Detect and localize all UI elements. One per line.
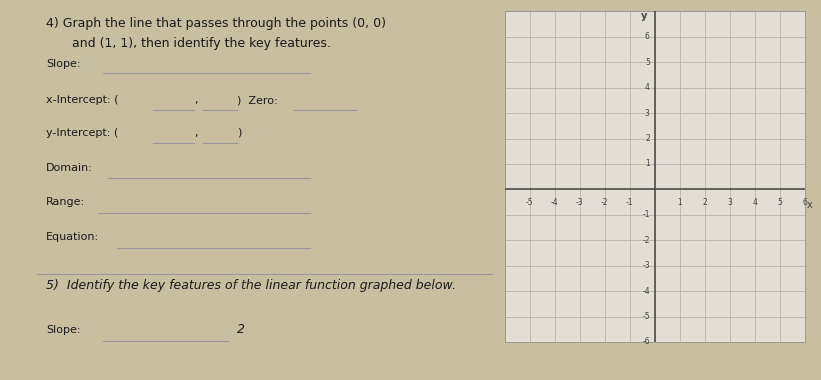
Text: -1: -1 [642, 211, 649, 219]
Text: Range:: Range: [46, 197, 85, 207]
Text: 1: 1 [677, 198, 682, 207]
Text: 3: 3 [727, 198, 732, 207]
Text: -3: -3 [576, 198, 584, 207]
Text: 6: 6 [802, 198, 807, 207]
Text: -4: -4 [551, 198, 558, 207]
Text: -5: -5 [526, 198, 534, 207]
Text: -5: -5 [642, 312, 649, 321]
Text: -2: -2 [601, 198, 608, 207]
Text: -4: -4 [642, 287, 649, 296]
Text: )  Zero:: ) Zero: [237, 95, 278, 105]
Text: and (1, 1), then identify the key features.: and (1, 1), then identify the key featur… [60, 37, 331, 50]
Text: 3: 3 [644, 109, 649, 118]
Text: ): ) [237, 128, 242, 138]
Text: 2: 2 [645, 134, 649, 143]
Text: 6: 6 [644, 32, 649, 41]
Text: 5: 5 [644, 58, 649, 67]
Text: 5)  Identify the key features of the linear function graphed below.: 5) Identify the key features of the line… [46, 279, 456, 292]
Text: Slope:: Slope: [46, 325, 80, 335]
Text: ,: , [194, 95, 198, 105]
Text: Slope:: Slope: [46, 59, 80, 69]
Text: x-Intercept: (: x-Intercept: ( [46, 95, 118, 105]
Text: 2: 2 [702, 198, 707, 207]
Text: 1: 1 [645, 160, 649, 168]
Text: 4: 4 [644, 83, 649, 92]
Text: ,: , [194, 128, 198, 138]
Text: 5: 5 [777, 198, 782, 207]
Text: Equation:: Equation: [46, 232, 99, 242]
Text: -3: -3 [642, 261, 649, 270]
Text: Domain:: Domain: [46, 163, 93, 173]
Text: y-Intercept: (: y-Intercept: ( [46, 128, 118, 138]
Text: -1: -1 [626, 198, 634, 207]
Text: 4: 4 [752, 198, 757, 207]
Text: 2: 2 [237, 323, 245, 336]
Text: -2: -2 [642, 236, 649, 245]
Text: 4) Graph the line that passes through the points (0, 0): 4) Graph the line that passes through th… [46, 17, 386, 30]
Text: x: x [807, 200, 813, 210]
Text: -6: -6 [642, 337, 649, 347]
Text: y: y [641, 11, 647, 21]
